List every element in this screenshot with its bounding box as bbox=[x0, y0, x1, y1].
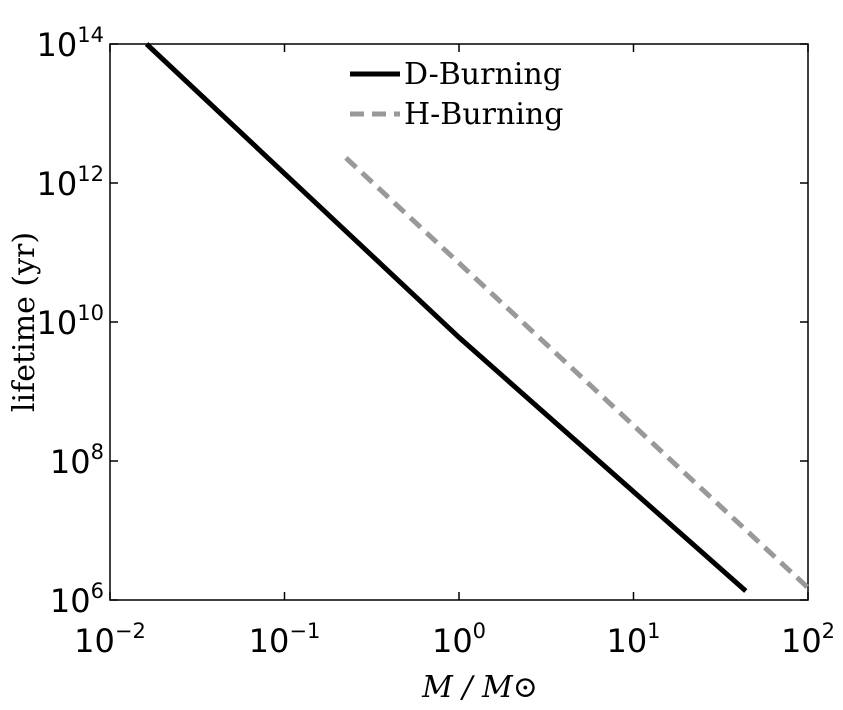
tick-label: 1014 bbox=[37, 23, 104, 64]
tick-label: 10−1 bbox=[249, 619, 321, 660]
tick-power: 1 bbox=[647, 619, 660, 643]
tick-power: 8 bbox=[91, 440, 104, 464]
tick-power: 2 bbox=[822, 619, 835, 643]
tick-base: 10 bbox=[37, 26, 78, 64]
tick-label: 102 bbox=[781, 619, 835, 660]
tick-base: 10 bbox=[606, 622, 647, 660]
legend-label: D-Burning bbox=[404, 57, 562, 92]
tick-base: 10 bbox=[50, 582, 91, 620]
tick-base: 10 bbox=[74, 622, 115, 660]
tick-power: 14 bbox=[77, 23, 104, 47]
x-axis-label: M / M⊙ bbox=[421, 670, 538, 705]
tick-label: 1010 bbox=[37, 301, 104, 342]
tick-power: 6 bbox=[91, 579, 104, 603]
data-line bbox=[344, 156, 810, 590]
tick-power: 10 bbox=[77, 301, 104, 325]
tick-label: 1012 bbox=[37, 162, 104, 203]
tick-power: −2 bbox=[115, 619, 146, 643]
tick-label: 100 bbox=[432, 619, 486, 660]
tick-base: 10 bbox=[50, 443, 91, 481]
tick-label: 106 bbox=[50, 579, 104, 620]
tick-label: 101 bbox=[606, 619, 660, 660]
tick-base: 10 bbox=[37, 304, 78, 342]
legend-label: H-Burning bbox=[404, 97, 563, 132]
tick-label: 10−2 bbox=[74, 619, 146, 660]
tick-power: −1 bbox=[289, 619, 320, 643]
data-line bbox=[144, 42, 748, 593]
tick-base: 10 bbox=[249, 622, 290, 660]
tick-power: 0 bbox=[473, 619, 486, 643]
tick-label: 108 bbox=[50, 440, 104, 481]
tick-base: 10 bbox=[781, 622, 822, 660]
y-axis-label: lifetime (yr) bbox=[7, 232, 42, 412]
tick-power: 12 bbox=[77, 162, 104, 186]
tick-base: 10 bbox=[37, 165, 78, 203]
tick-base: 10 bbox=[432, 622, 473, 660]
